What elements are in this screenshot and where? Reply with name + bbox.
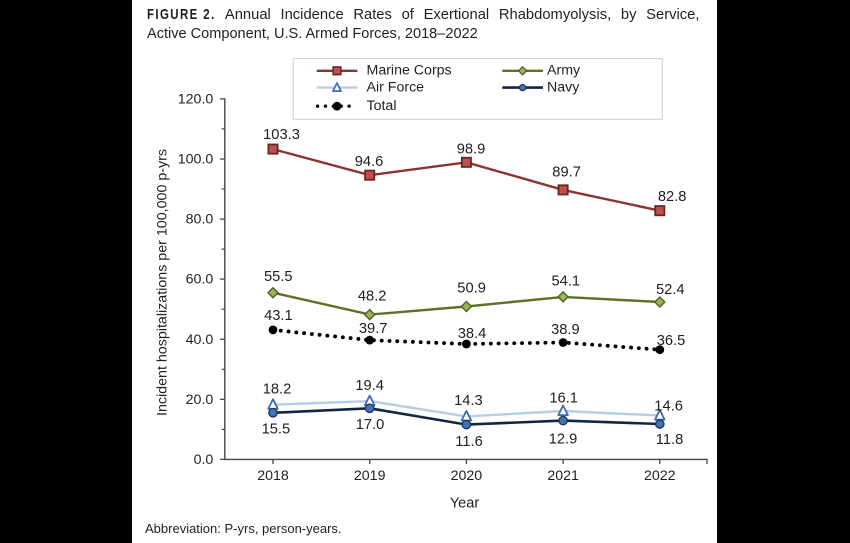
svg-text:2021: 2021	[547, 468, 579, 484]
svg-text:15.5: 15.5	[262, 422, 291, 438]
svg-text:82.8: 82.8	[658, 189, 687, 205]
svg-text:Marine Corps: Marine Corps	[367, 63, 452, 79]
svg-text:36.5: 36.5	[657, 333, 686, 349]
svg-text:19.4: 19.4	[355, 378, 384, 394]
svg-text:Army: Army	[547, 63, 581, 79]
svg-text:Year: Year	[450, 496, 479, 512]
svg-text:55.5: 55.5	[264, 269, 293, 285]
svg-text:Air Force: Air Force	[367, 80, 425, 96]
svg-text:52.4: 52.4	[656, 282, 685, 298]
svg-text:17.0: 17.0	[356, 417, 385, 433]
svg-text:14.6: 14.6	[654, 398, 683, 414]
svg-text:Incident hospitalizations per: Incident hospitalizations per 100,000 p-…	[155, 149, 171, 416]
svg-text:94.6: 94.6	[355, 154, 384, 170]
svg-text:Navy: Navy	[547, 80, 580, 96]
svg-text:11.8: 11.8	[656, 432, 684, 448]
svg-text:48.2: 48.2	[358, 289, 387, 305]
svg-text:2018: 2018	[257, 468, 289, 484]
svg-text:14.3: 14.3	[454, 393, 483, 409]
svg-text:50.9: 50.9	[457, 281, 486, 297]
svg-text:2020: 2020	[451, 468, 483, 484]
svg-text:12.9: 12.9	[549, 432, 578, 448]
svg-text:120.0: 120.0	[178, 92, 214, 108]
svg-text:Total: Total	[367, 98, 397, 114]
svg-text:54.1: 54.1	[552, 274, 581, 290]
svg-text:38.4: 38.4	[458, 326, 487, 342]
svg-text:100.0: 100.0	[178, 152, 214, 168]
svg-text:60.0: 60.0	[186, 272, 214, 288]
svg-text:89.7: 89.7	[552, 165, 581, 181]
svg-text:38.9: 38.9	[551, 322, 580, 338]
svg-text:2019: 2019	[354, 468, 386, 484]
svg-text:20.0: 20.0	[186, 392, 214, 408]
svg-text:98.9: 98.9	[457, 142, 486, 158]
svg-text:43.1: 43.1	[264, 308, 293, 324]
svg-text:2022: 2022	[644, 468, 676, 484]
svg-text:16.1: 16.1	[549, 391, 578, 407]
svg-text:18.2: 18.2	[263, 382, 292, 398]
svg-text:40.0: 40.0	[186, 332, 214, 348]
svg-text:80.0: 80.0	[186, 212, 214, 228]
svg-text:39.7: 39.7	[359, 321, 388, 337]
svg-text:0.0: 0.0	[194, 452, 214, 468]
svg-text:103.3: 103.3	[263, 127, 300, 143]
svg-text:11.6: 11.6	[455, 434, 483, 450]
